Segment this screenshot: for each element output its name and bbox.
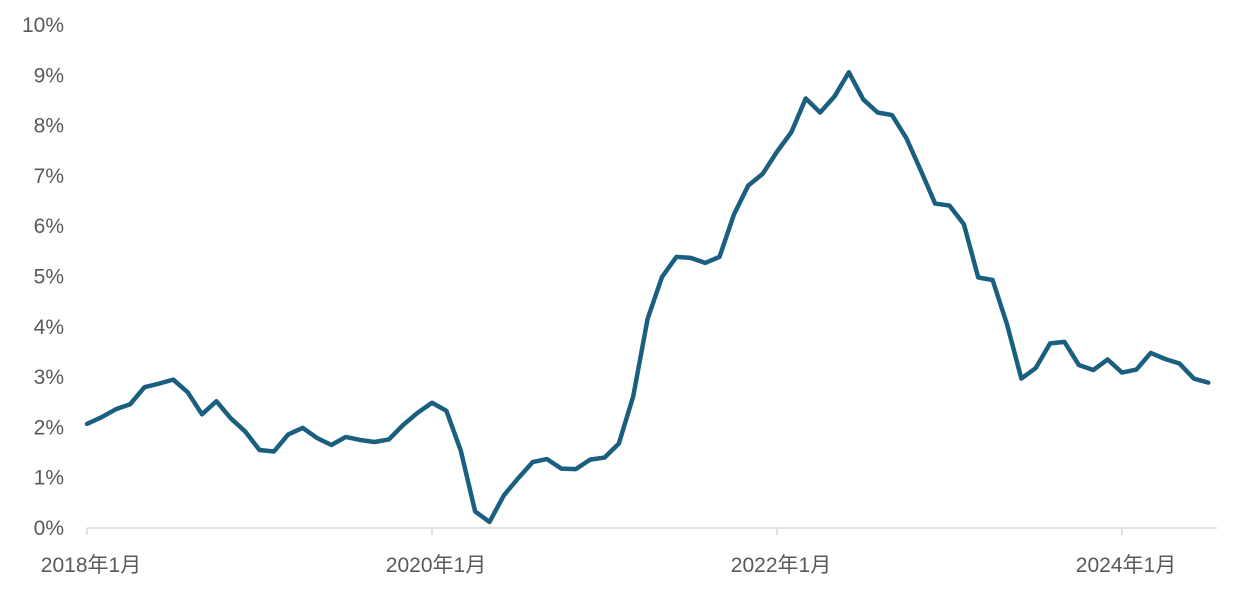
x-tick-label: 2022年1月 bbox=[731, 554, 831, 577]
x-axis: 2018年1月 2020年1月 2022年1月 2024年1月 bbox=[41, 527, 1217, 577]
y-axis: 0% 1% 2% 3% 4% 5% 6% 7% 8% 9% 10% bbox=[22, 14, 64, 540]
x-tick-label: 2020年1月 bbox=[386, 554, 486, 577]
x-tick-label: 2024年1月 bbox=[1076, 554, 1176, 577]
series-layer bbox=[84, 70, 1211, 525]
y-tick-label: 5% bbox=[34, 266, 64, 289]
y-tick-label: 7% bbox=[34, 165, 64, 188]
y-tick-label: 9% bbox=[34, 64, 64, 87]
y-tick-label: 6% bbox=[34, 215, 64, 238]
y-tick-label: 2% bbox=[34, 416, 64, 439]
y-tick-label: 10% bbox=[22, 14, 64, 37]
y-tick-label: 3% bbox=[34, 366, 64, 389]
y-tick-label: 4% bbox=[34, 316, 64, 339]
series-line bbox=[84, 70, 1211, 525]
y-tick-label: 8% bbox=[34, 115, 64, 138]
y-tick-label: 1% bbox=[34, 467, 64, 490]
x-tick-label: 2018年1月 bbox=[41, 554, 141, 577]
y-tick-label: 0% bbox=[34, 517, 64, 540]
